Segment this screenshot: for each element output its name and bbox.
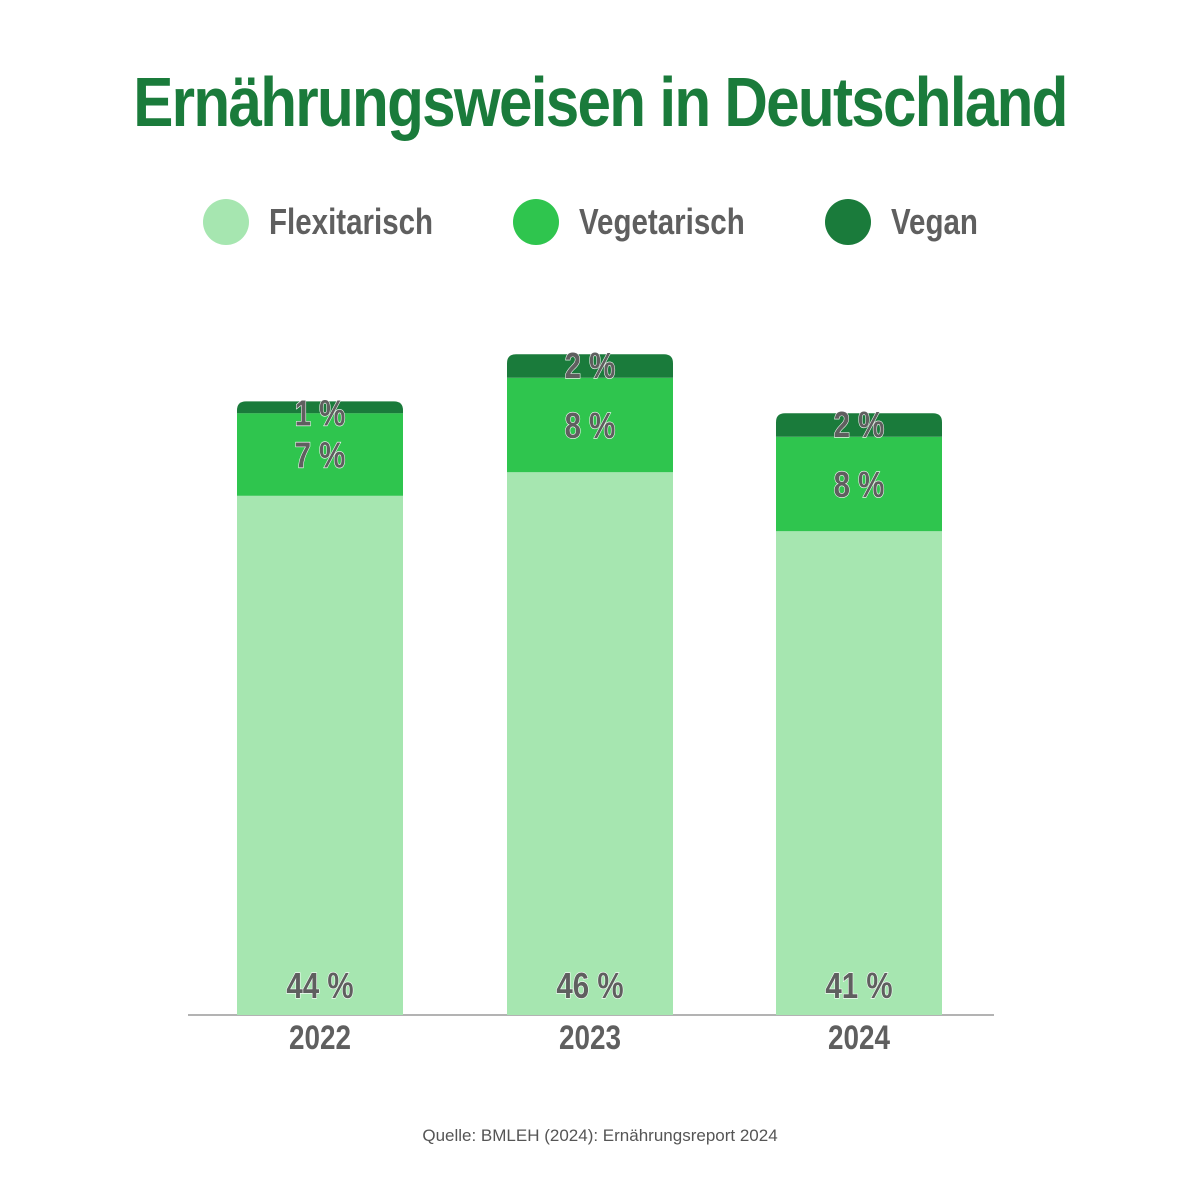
data-label-vegetarisch-2023: 8 % [565, 405, 616, 445]
x-tick-label-2022: 2022 [289, 1018, 351, 1056]
bar-segment-flexitarisch-2022 [237, 495, 403, 1015]
data-label-flexitarisch-2022: 44 % [286, 965, 353, 1005]
data-label-vegan-2022: 1 % [295, 393, 346, 433]
legend-item-flexitarisch: Flexitarisch [202, 199, 469, 245]
bar-segment-flexitarisch-2024 [776, 531, 942, 1015]
legend-swatch-vegan [825, 199, 872, 245]
data-label-flexitarisch-2024: 41 % [825, 965, 892, 1005]
source-note: Quelle: BMLEH (2024): Ernährungsreport 2… [422, 1126, 778, 1145]
legend-label-vegetarisch: Vegetarisch [578, 201, 745, 242]
x-tick-label-2023: 2023 [559, 1018, 621, 1056]
legend-label-flexitarisch: Flexitarisch [268, 201, 433, 242]
legend-swatch-flexitarisch [202, 199, 249, 245]
x-tick-label-2024: 2024 [828, 1018, 891, 1056]
bar-segment-vegetarisch-2024 [776, 436, 942, 532]
bar-segment-flexitarisch-2023 [507, 472, 673, 1015]
bar-segment-vegan-2022 [237, 401, 403, 414]
legend-label-vegan: Vegan [891, 201, 979, 242]
chart-title: Ernährungsweisen in Deutschland [133, 63, 1068, 141]
data-label-vegan-2023: 2 % [565, 345, 616, 385]
bar-segment-vegan-2024 [776, 413, 942, 437]
data-label-vegan-2024: 2 % [834, 404, 885, 444]
data-label-vegetarisch-2022: 7 % [295, 435, 346, 475]
legend-item-vegan: Vegan [825, 199, 997, 245]
stacked-bar-chart: 44 % 7 %1 % 2022 46 % 8 % 2 % 2023 41 % 8 % 2 % 20… [188, 345, 994, 1057]
data-label-flexitarisch-2023: 46 % [556, 965, 623, 1005]
legend: Flexitarisch Vegetarisch Vegan [0, 192, 1200, 252]
bar-segment-vegetarisch-2023 [507, 377, 673, 473]
bar-segment-vegetarisch-2022 [237, 413, 403, 496]
data-label-vegetarisch-2024: 8 % [834, 464, 885, 504]
bar-segment-vegan-2023 [507, 354, 673, 378]
legend-item-vegetarisch: Vegetarisch [512, 199, 781, 245]
legend-swatch-vegetarisch [512, 199, 559, 245]
